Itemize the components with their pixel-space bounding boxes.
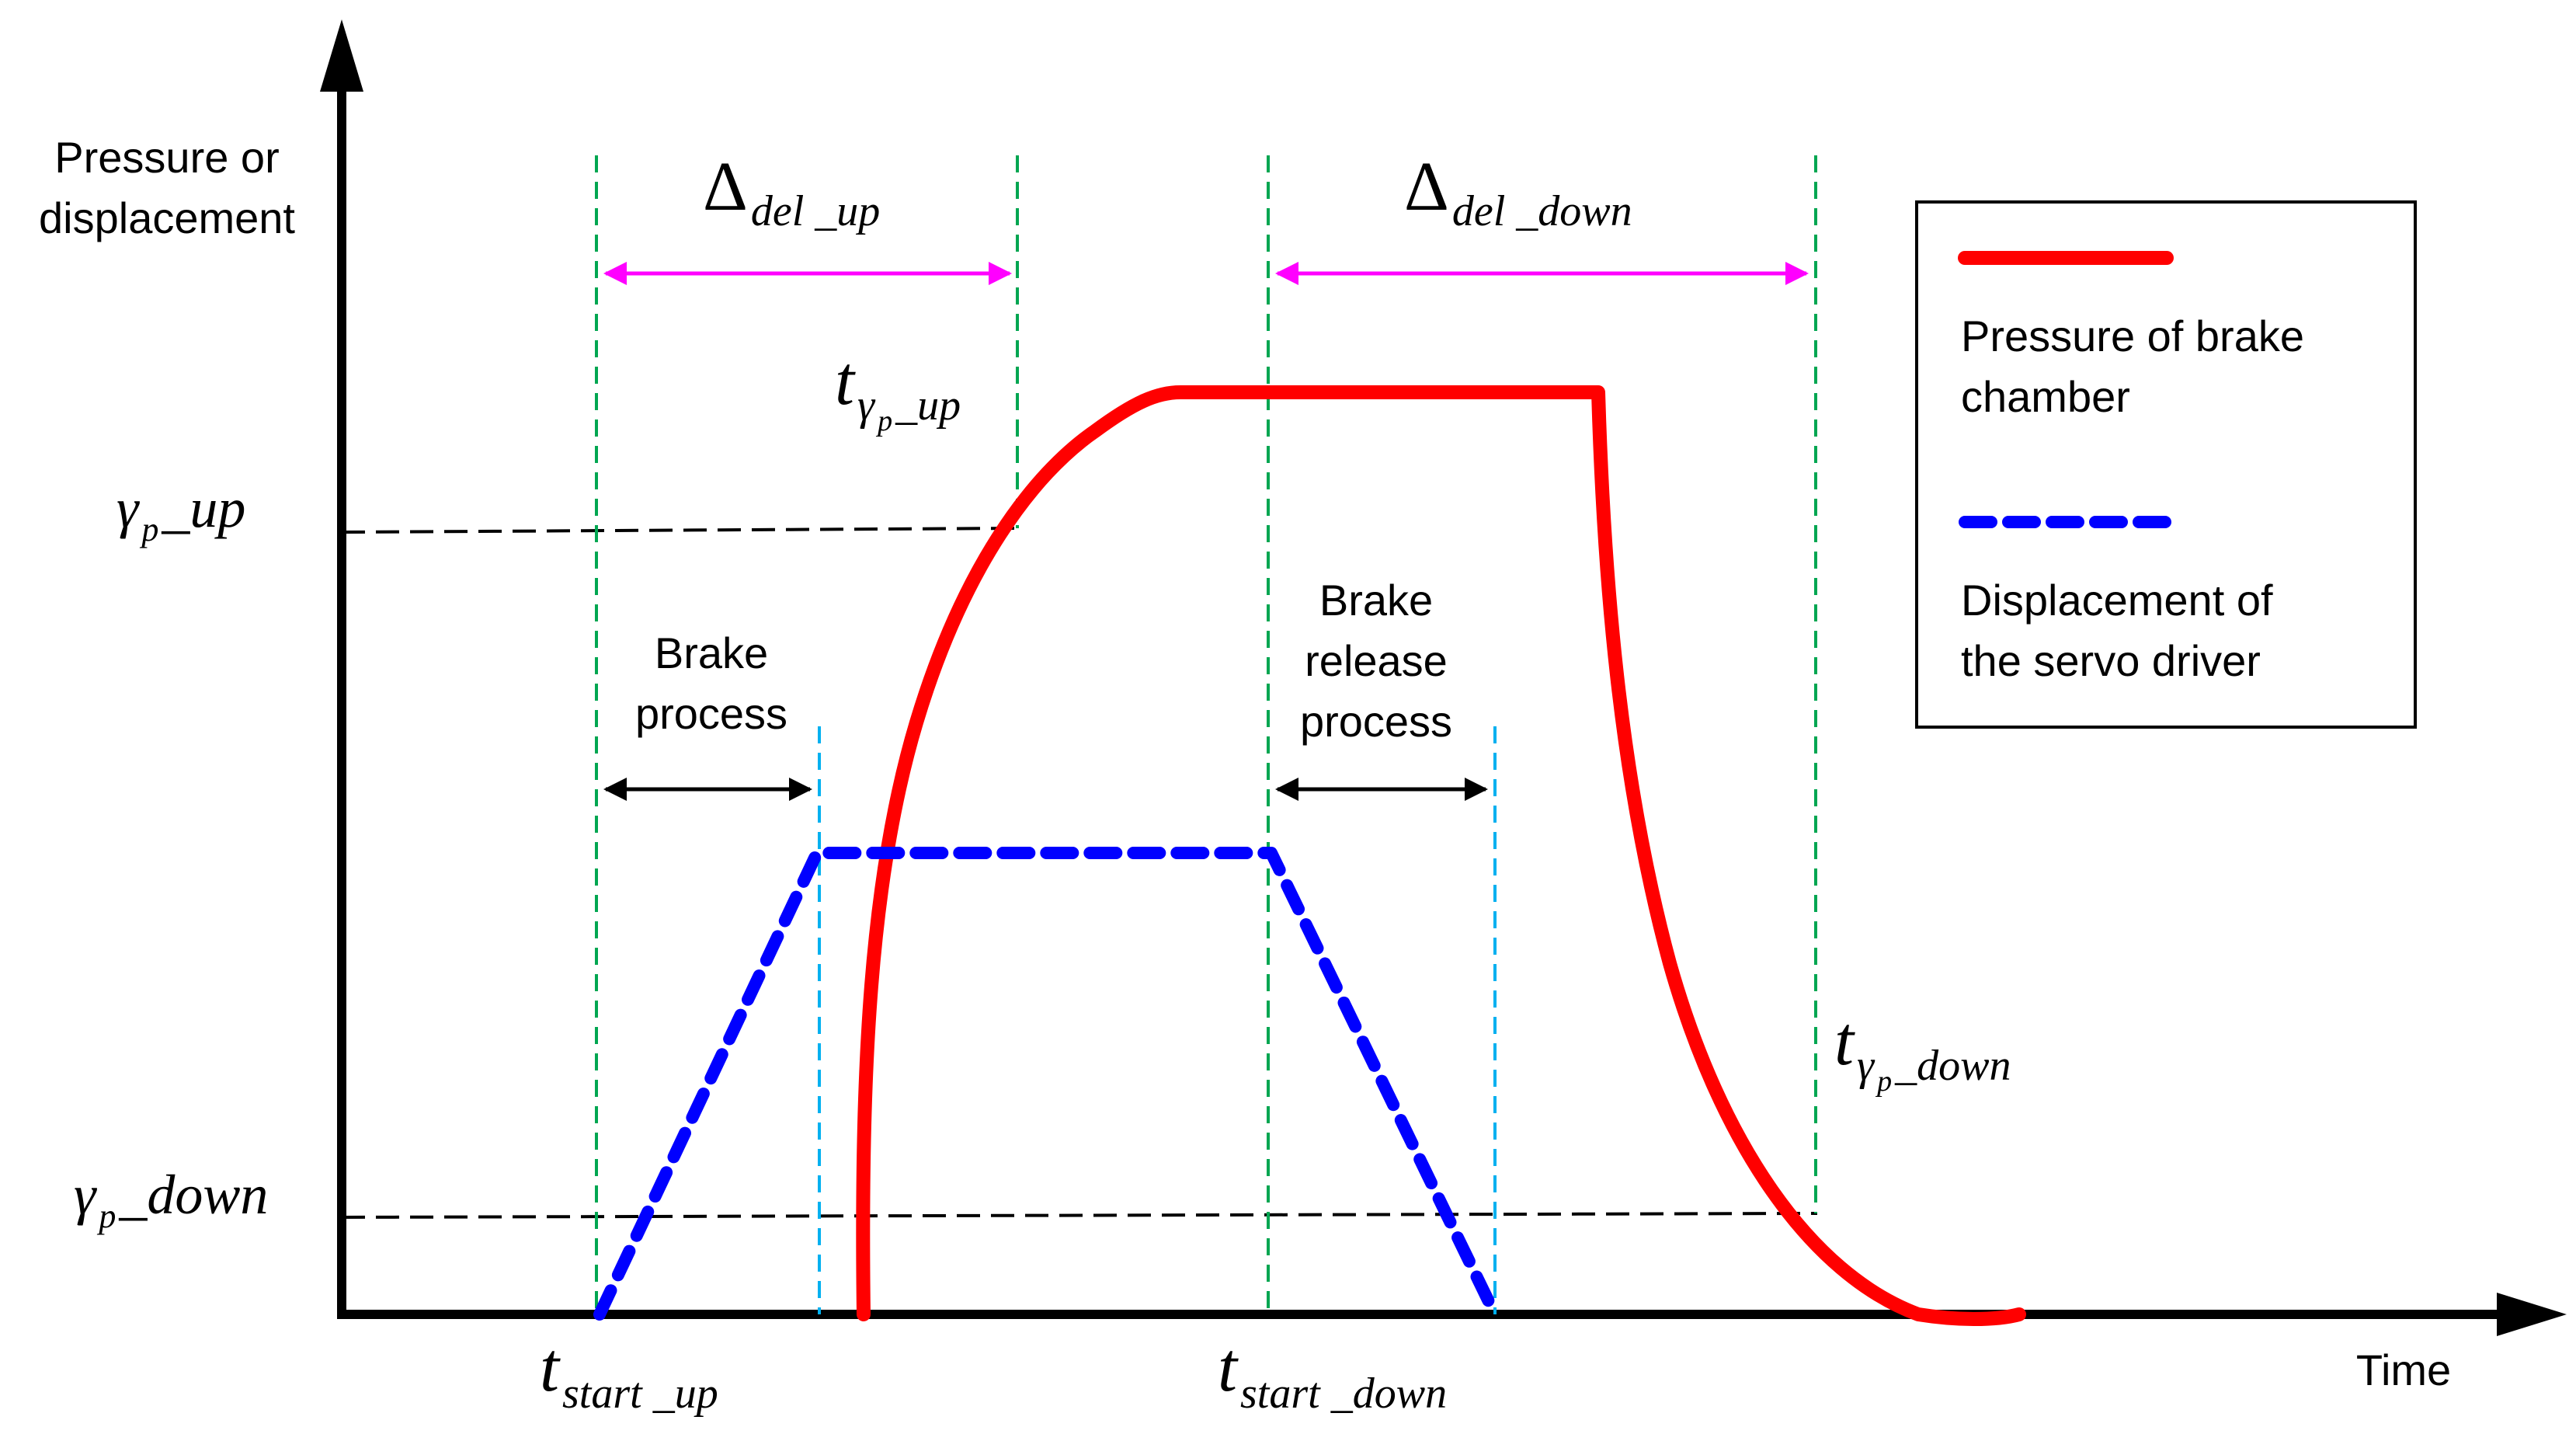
brake-process-label-line1: Brake [655,628,768,677]
y-axis-label-line1: Pressure or [54,133,279,182]
gamma-up-label: γ p _up [116,477,245,548]
release-process-label-line3: process [1300,697,1452,746]
x-axis-arrowhead [2497,1293,2567,1336]
t-start-up-label: t start _up [540,1329,718,1418]
t-start-down-label: t start _down [1218,1329,1447,1418]
release-process-label-line2: release [1305,636,1448,685]
t-gamma-down-label: t γ p _down [1834,1003,2011,1098]
t-gamma-up-label: t γ p _up [835,343,961,437]
legend-displacement-label-line2: the servo driver [1961,636,2261,685]
legend-displacement-label-line1: Displacement of [1961,576,2273,625]
legend-pressure-label-line1: Pressure of brake [1961,312,2304,360]
pressure-curve [856,385,2026,1326]
gamma-up-threshold-line [341,527,1018,534]
release-process-label-line1: Brake [1319,576,1433,625]
displacement-curve [593,847,1501,1321]
legend-box [1915,200,2417,729]
x-axis-label: Time [2356,1345,2451,1394]
delay-up-label: Δ del _up [703,148,880,235]
legend-pressure-label-line2: chamber [1961,372,2130,421]
legend: Pressure of brake chamber Displacement o… [1915,200,2417,729]
gamma-down-label: γ p _down [74,1164,268,1235]
delay-down-label: Δ del _down [1404,148,1632,235]
y-axis-arrowhead [320,19,363,92]
brake-process-label-line2: process [635,689,787,738]
y-axis-label-line2: displacement [39,193,295,242]
gamma-down-threshold-line [341,1212,1818,1219]
